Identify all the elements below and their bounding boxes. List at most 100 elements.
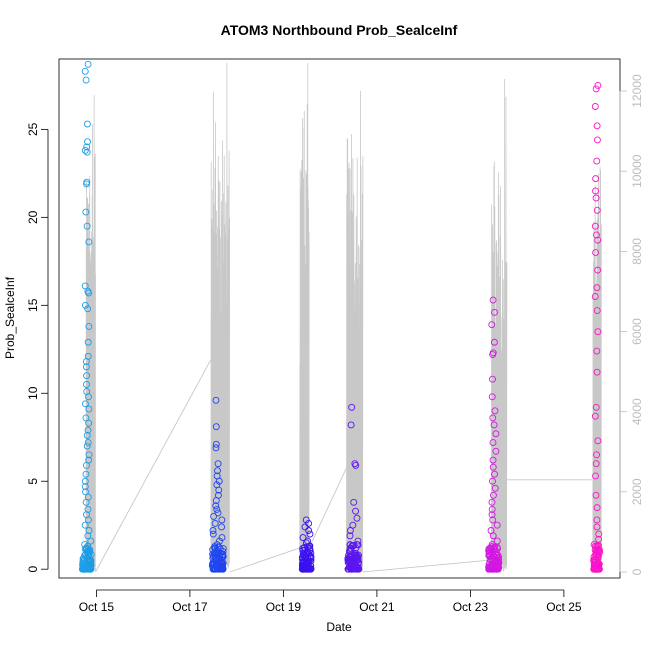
data-point	[85, 558, 93, 566]
data-point	[350, 498, 358, 506]
data-point	[83, 461, 90, 469]
y-tick-label: 25	[26, 122, 40, 136]
data-point	[214, 467, 221, 475]
secondary-connector-line	[95, 359, 212, 573]
data-point	[211, 520, 219, 527]
y-tick-label: 20	[26, 210, 40, 224]
data-point	[83, 442, 91, 450]
data-point	[489, 351, 497, 359]
data-point	[217, 564, 225, 572]
data-point	[213, 505, 221, 513]
data-point	[81, 477, 89, 485]
data-point	[490, 338, 498, 346]
data-point	[489, 532, 497, 540]
data-point	[491, 556, 499, 564]
data-point	[593, 136, 601, 144]
data-point	[82, 381, 90, 388]
data-point	[489, 439, 497, 446]
secondary-connector-line	[229, 547, 300, 573]
data-point	[85, 322, 93, 330]
data-point	[354, 537, 362, 545]
data-point	[215, 486, 223, 494]
y2-tick-label: 0	[630, 568, 644, 575]
data-point	[348, 553, 356, 561]
data-point	[593, 284, 601, 292]
data-point	[84, 426, 92, 434]
data-point	[494, 565, 502, 573]
data-point	[594, 81, 602, 89]
data-point	[344, 554, 352, 562]
data-point	[593, 231, 600, 239]
data-point	[593, 451, 601, 459]
data-point	[491, 484, 499, 492]
data-point	[81, 521, 89, 529]
data-point	[81, 282, 89, 290]
data-point	[82, 76, 90, 84]
data-point	[82, 565, 90, 573]
data-point	[84, 60, 92, 68]
secondary-burst-line	[491, 79, 508, 572]
data-point	[493, 552, 501, 559]
data-point	[80, 554, 88, 562]
data-point	[82, 546, 90, 553]
data-point	[85, 451, 93, 459]
data-point	[83, 180, 90, 188]
secondary-burst-line	[210, 63, 231, 572]
data-point	[86, 546, 94, 554]
x-tick-label: Oct 15	[79, 600, 115, 614]
data-point	[219, 545, 227, 552]
data-point	[591, 412, 599, 420]
data-point	[488, 321, 496, 329]
data-point	[306, 565, 314, 573]
data-point	[215, 477, 223, 485]
secondary-burst-line	[85, 95, 96, 572]
secondary-connector-line	[362, 559, 492, 573]
data-point	[592, 561, 600, 569]
data-point	[82, 498, 90, 506]
chart-title: ATOM3 Northbound Prob_SealceInf	[221, 22, 458, 38]
data-point	[85, 289, 92, 297]
data-point	[215, 543, 223, 551]
data-point	[218, 516, 226, 524]
y2-tick-label: 12000	[630, 74, 644, 108]
data-point	[492, 430, 500, 438]
data-point	[214, 460, 222, 468]
data-point	[490, 491, 497, 499]
y-tick-label: 15	[26, 298, 40, 312]
data-point	[84, 138, 91, 146]
data-point	[210, 512, 218, 520]
data-point	[591, 293, 599, 300]
data-point	[592, 403, 600, 411]
data-point	[488, 498, 496, 506]
data-point	[83, 222, 91, 230]
secondary-connector-line	[308, 467, 347, 549]
x-tick-label: Oct 21	[359, 600, 395, 614]
y-axis-label: Prob_SealceInf	[3, 276, 17, 359]
x-tick-label: Oct 17	[172, 600, 208, 614]
data-point	[84, 516, 92, 524]
data-point	[83, 120, 91, 128]
data-point	[591, 103, 599, 110]
data-point	[210, 565, 218, 573]
data-point	[82, 414, 90, 422]
data-point	[491, 407, 499, 415]
data-point	[592, 472, 599, 480]
data-point	[592, 85, 600, 93]
data-point	[81, 565, 89, 572]
data-point	[492, 447, 500, 455]
data-point	[83, 143, 91, 151]
data-point	[85, 419, 93, 427]
y-tick-label: 5	[26, 478, 40, 485]
data-point	[346, 532, 354, 540]
data-point	[491, 470, 499, 478]
data-point	[593, 157, 601, 165]
data-point	[85, 527, 93, 534]
data-point	[82, 363, 90, 371]
data-point	[209, 546, 217, 554]
data-point	[352, 564, 360, 572]
data-point	[489, 463, 497, 471]
data-point	[591, 565, 599, 573]
data-point	[593, 516, 601, 524]
data-point	[209, 530, 217, 538]
